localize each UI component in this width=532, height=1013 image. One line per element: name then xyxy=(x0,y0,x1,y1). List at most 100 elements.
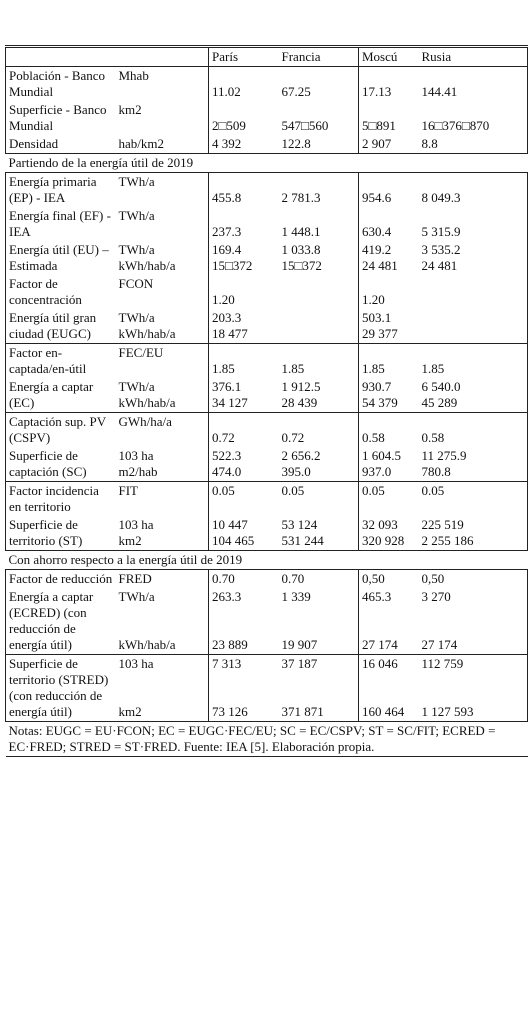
row-label-text-line: Energía a captar (EC) xyxy=(9,379,94,410)
value-text-line: 29 377 xyxy=(362,326,398,341)
value-text: 1 604.5 937.0 xyxy=(362,448,416,480)
value-text-line: 1 127 593 xyxy=(421,704,474,719)
row-label-text: Superficie de territorio (ST) xyxy=(9,517,113,549)
value-text-line: 0,50 xyxy=(362,571,385,586)
value-text-line: 2 255 186 xyxy=(421,533,474,548)
notes: Notas: EUGC = EU·FCON; EC = EUGC·FEC/EU;… xyxy=(5,721,528,757)
value-text-line: 0.05 xyxy=(212,483,235,498)
value-text-line: 6 540.0 xyxy=(421,379,461,394)
unit-text-line: FCON xyxy=(118,276,154,291)
value: 522.3 474.0 xyxy=(208,447,279,482)
row-label-text-line: Superficie de captación (SC) xyxy=(9,448,87,479)
unit-text-line: GWh/ha/a xyxy=(118,414,172,429)
data-row: Superficie de captación (SC) 103 ha m2/hab… xyxy=(5,447,528,482)
column-header: Francia xyxy=(278,46,359,67)
value-text-line: 17.13 xyxy=(362,84,392,99)
value-text-line: 19 907 xyxy=(281,637,318,652)
row-label: Energía a captar (ECRED) (con reducción … xyxy=(5,588,116,655)
value-text-line: 954.6 xyxy=(362,190,392,205)
value: 1 033.8 15□372 xyxy=(279,241,359,275)
value-text-line: 395.0 xyxy=(281,464,311,479)
value-text-line: 169.4 xyxy=(212,242,242,257)
value-text: 0.05 xyxy=(362,483,416,499)
data-row: Factor en-captada/en-útil FEC/EU 1.85 1.85 1… xyxy=(5,343,528,378)
value-text-line: 0.58 xyxy=(421,430,445,445)
value-text: 954.6 xyxy=(362,190,416,206)
data-row: Energía útil gran ciudad (EUGC) TWh/a kWh/… xyxy=(5,309,528,344)
value-text-line: 24 481 xyxy=(362,258,398,273)
unit: TWh/a kWh/hab/a xyxy=(116,241,209,275)
row-label-text-line: Factor de concentración xyxy=(9,276,82,307)
value-text: 144.41 xyxy=(422,84,525,100)
value-text: 10 447 104 465 xyxy=(212,517,276,549)
value-text: 376.1 34 127 xyxy=(212,379,276,411)
value-text: 112 759 1 127 593 xyxy=(422,656,525,720)
value: 11.02 xyxy=(208,66,279,101)
value-text-line: 16□376□870 xyxy=(421,118,490,133)
row-label-text: Factor de reducción xyxy=(9,571,113,587)
unit-text-line: TWh/a xyxy=(118,379,155,394)
value-text-line: 455.8 xyxy=(212,190,242,205)
value: 6 540.0 45 289 xyxy=(418,378,528,413)
value-text: 1 033.8 15□372 xyxy=(282,242,356,274)
value-text-line: 7 313 xyxy=(212,656,242,671)
value: 4 392 xyxy=(208,135,279,154)
value: 0.05 xyxy=(278,481,359,516)
unit: 103 ha km2 xyxy=(115,654,209,722)
row-label: Energía útil (EU) – Estimada xyxy=(5,241,116,275)
value-text: 263.3 23 889 xyxy=(212,589,276,653)
value-text-line: 8 049.3 xyxy=(421,190,461,205)
value-text-line: 0.70 xyxy=(212,571,235,586)
row-label-text-line: Energía final (EF) - IEA xyxy=(9,208,111,239)
value: 53 124 531 244 xyxy=(279,516,359,551)
value: 2□509 xyxy=(208,101,279,135)
value: 954.6 xyxy=(358,172,419,207)
row-label-text: Energía final (EF) - IEA xyxy=(9,208,113,240)
row-label: Población - Banco Mundial xyxy=(5,66,116,101)
value-text: 8 049.3 xyxy=(422,190,525,206)
unit-text-line: hab/km2 xyxy=(118,136,165,151)
unit-text-line: TWh/a xyxy=(118,174,155,189)
value: 0.70 xyxy=(278,569,359,588)
unit-text-line: kWh/hab/a xyxy=(118,395,176,410)
row-label: Superficie de captación (SC) xyxy=(5,447,116,482)
value-text-line: 18 477 xyxy=(212,326,248,341)
value-text-line: 1 912.5 xyxy=(281,379,321,394)
value: 169.4 15□372 xyxy=(208,241,279,275)
value: 263.3 23 889 xyxy=(208,588,279,655)
unit-text: TWh/a xyxy=(119,174,206,190)
row-label-text: Captación sup. PV (CSPV) xyxy=(9,414,113,446)
value-text-line: 630.4 xyxy=(362,224,392,239)
row-label-text: Energía útil gran ciudad (EUGC) xyxy=(9,310,113,342)
unit: 103 ha m2/hab xyxy=(116,447,209,482)
unit-text-line: TWh/a xyxy=(118,208,155,223)
value-text: 930.7 54 379 xyxy=(362,379,416,411)
value: 2 907 xyxy=(358,135,419,154)
value-text: 0.05 xyxy=(282,483,356,499)
unit-text-line: 103 ha xyxy=(118,448,154,463)
unit-text-line: km2 xyxy=(118,102,142,117)
value-text: 0.72 xyxy=(282,430,356,446)
unit-text: TWh/a kWh/hab/a xyxy=(119,242,206,274)
unit-text: 103 ha m2/hab xyxy=(119,448,206,480)
value-text-line: 371 871 xyxy=(281,704,324,719)
value-text-line: 503.1 xyxy=(362,310,392,325)
row-label-text-line: Factor en-captada/en-útil xyxy=(9,345,87,376)
value-text-line: 1.85 xyxy=(212,361,235,376)
value-text: 122.8 xyxy=(282,136,356,152)
value: 5 315.9 xyxy=(418,207,528,241)
value-text-line: 1 448.1 xyxy=(281,224,321,239)
value-text-line: 780.8 xyxy=(421,464,451,479)
data-row: Factor incidencia en territorio FIT 0.05 0.… xyxy=(5,481,528,516)
value-text-line: 0.05 xyxy=(281,483,305,498)
value-text-line: 3 270 xyxy=(421,589,451,604)
row-label: Superficie de territorio (STRED) (con re… xyxy=(5,654,116,722)
value: 3 270 27 174 xyxy=(418,588,528,655)
value-text-line: 237.3 xyxy=(212,224,242,239)
row-label-text: Superficie de captación (SC) xyxy=(9,448,113,480)
value-text-line: 5 315.9 xyxy=(421,224,461,239)
value-text: 53 124 531 244 xyxy=(282,517,356,549)
value-text: 1 339 19 907 xyxy=(282,589,356,653)
unit-text-line: 103 ha xyxy=(118,517,154,532)
